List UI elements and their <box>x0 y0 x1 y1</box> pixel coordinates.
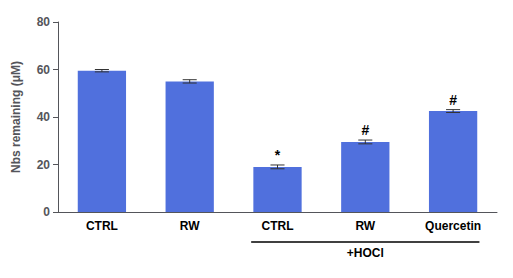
svg-text:RW: RW <box>180 219 200 233</box>
svg-text:#: # <box>449 92 457 108</box>
svg-text:60: 60 <box>37 63 51 77</box>
svg-text:80: 80 <box>37 15 51 29</box>
svg-text:20: 20 <box>37 158 51 172</box>
svg-text:CTRL: CTRL <box>262 219 294 233</box>
svg-text:40: 40 <box>37 110 51 124</box>
svg-text:Nbs remaining (μM): Nbs remaining (μM) <box>9 61 23 173</box>
svg-text:CTRL: CTRL <box>86 219 118 233</box>
svg-text:RW: RW <box>355 219 375 233</box>
svg-text:*: * <box>275 147 281 163</box>
svg-text:Quercetin: Quercetin <box>425 219 481 233</box>
svg-text:#: # <box>361 122 369 138</box>
svg-text:0: 0 <box>43 205 50 219</box>
svg-text:+HOCl: +HOCl <box>347 246 384 260</box>
